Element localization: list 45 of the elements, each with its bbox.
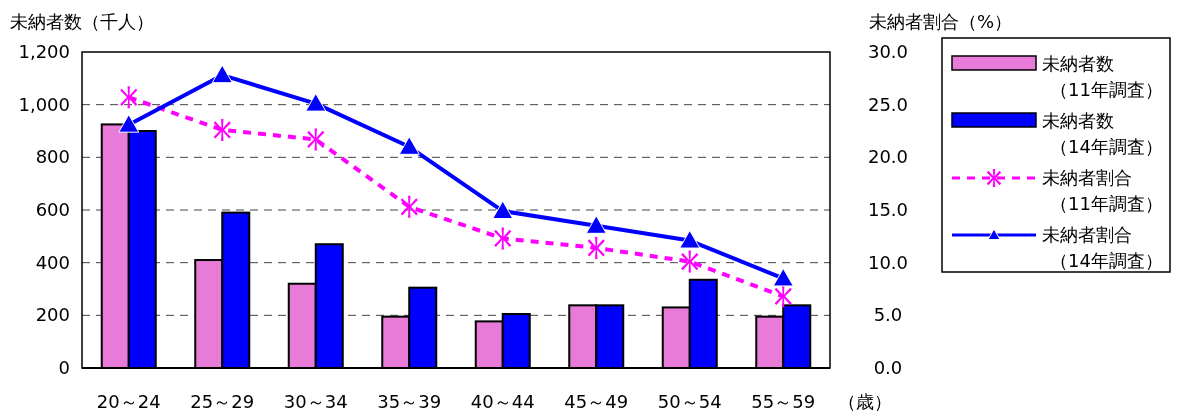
y2-tick-label: 5.0	[873, 304, 903, 326]
y2-tick-label: 25.0	[867, 93, 909, 115]
y-tick-label: 1,000	[18, 93, 70, 115]
point	[118, 114, 140, 133]
y2-tick-label: 15.0	[867, 199, 909, 220]
x-tick-label: 30～34	[283, 391, 348, 412]
y2-tick-label: 10.0	[867, 251, 909, 273]
legend-label: 未納者割合（11年調査）	[1042, 167, 1163, 214]
y-tick-label: 800	[35, 146, 70, 168]
y-axis-title: 未納者数（千人）	[10, 11, 154, 32]
y-tick-label: 600	[35, 199, 70, 220]
y2-tick-label: 30.0	[867, 41, 909, 62]
point	[679, 230, 701, 249]
point	[774, 285, 792, 308]
point	[681, 250, 699, 273]
point	[398, 136, 420, 155]
point	[400, 195, 418, 218]
y-tick-label: 0	[58, 357, 70, 378]
x-tick-label: 40～44	[470, 391, 535, 412]
x-axis-title: （歳）	[838, 391, 892, 412]
point	[585, 215, 607, 234]
point	[307, 128, 325, 151]
point	[494, 227, 512, 250]
y2-axis-title: 未納者割合（%）	[868, 11, 1012, 32]
x-tick-label: 20～24	[96, 391, 161, 412]
point	[120, 86, 138, 109]
point	[213, 118, 231, 141]
point	[305, 93, 327, 112]
x-tick-label: 35～39	[377, 391, 442, 412]
y2-tick-label: 20.0	[867, 146, 909, 168]
legend-label: 未納者数（14年調査）	[1042, 110, 1163, 157]
point	[492, 200, 514, 220]
legend-label: 未納者割合（14年調査）	[1042, 224, 1163, 271]
point	[587, 236, 605, 259]
y-tick-label: 400	[35, 251, 70, 273]
y2-tick-label: 0.0	[873, 357, 903, 378]
x-tick-label: 45～49	[564, 391, 629, 412]
legend-label: 未納者数（11年調査）	[1042, 53, 1163, 100]
point	[211, 64, 233, 84]
x-tick-label: 55～59	[751, 391, 816, 412]
x-tick-label: 50～54	[657, 391, 722, 412]
y-tick-label: 1,200	[18, 41, 70, 62]
x-tick-label: 25～29	[190, 391, 255, 412]
y-tick-label: 200	[35, 304, 70, 326]
point	[772, 267, 794, 287]
